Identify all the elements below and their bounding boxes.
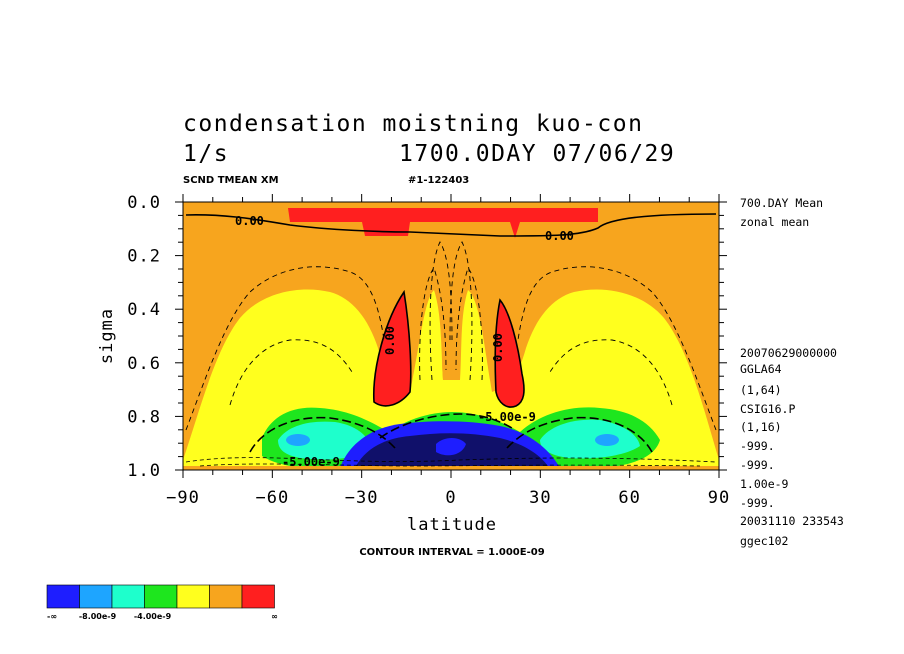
contour-dash-3	[229, 339, 353, 406]
legend-swatch	[209, 584, 243, 609]
legend-swatch	[144, 584, 178, 609]
y-tick-label: 0.2	[127, 247, 161, 267]
side-info-line: CSIG16.P	[740, 402, 795, 416]
y-tick-label: 0.4	[127, 300, 161, 320]
chart-title: condensation moistning kuo-con	[183, 111, 643, 137]
y-tick-label: 1.0	[127, 461, 161, 481]
contour-zero-top	[185, 213, 717, 237]
contour-dash-4	[549, 339, 673, 406]
side-info-line: (1,64)	[740, 383, 782, 397]
side-info-line: -999.	[740, 439, 775, 453]
x-axis-label: latitude	[407, 515, 497, 535]
legend-label: -4.00e-9	[134, 612, 172, 621]
contour-surface-2	[199, 463, 701, 467]
y-tick-label: 0.6	[127, 354, 161, 374]
units-label: 1/s	[183, 141, 229, 167]
legend-swatch	[241, 584, 275, 609]
subheader-left: SCND TMEAN XM	[183, 175, 279, 186]
side-info-line: -999.	[740, 496, 775, 510]
field-blue-spot	[436, 438, 466, 456]
y-tick-label: 0.8	[127, 407, 161, 427]
contour-label-zero-tongue-right: 0.00	[491, 333, 505, 362]
x-tick-label: 30	[529, 488, 551, 508]
color-legend: -∞ -8.00e-9 -4.00e-9 ∞	[46, 584, 278, 621]
contour-label-neg-center: -5.00e-9	[478, 410, 536, 424]
field-orange-center	[442, 291, 460, 380]
contour-red-left	[373, 289, 412, 407]
field-cyan-left	[278, 421, 372, 460]
side-info-line: 20070629000000	[740, 346, 837, 360]
contour-label-zero-left: 0.00	[235, 214, 264, 228]
field-surface-strip	[183, 466, 719, 470]
field-lightblue-left	[286, 434, 310, 446]
field-red-right	[495, 300, 524, 408]
field-cyan-right	[540, 419, 640, 459]
side-info-line: ggec102	[740, 534, 788, 548]
contour-red-right	[494, 298, 525, 408]
legend-swatch	[79, 584, 113, 609]
contour-bold-left	[249, 416, 396, 453]
y-axis: 0.0 0.2 0.4 0.6 0.8 1.0	[127, 193, 727, 481]
side-info-line: 1.00e-9	[740, 477, 789, 491]
x-tick-label: −90	[166, 488, 200, 508]
x-axis: −90 −60 −30 0 30 60 90	[166, 194, 730, 508]
contour-dash-8	[449, 241, 473, 381]
y-tick-label: 0.0	[127, 193, 161, 213]
x-tick-label: 60	[618, 488, 640, 508]
contour-interval-label: CONTOUR INTERVAL = 1.000E-09	[359, 547, 544, 558]
plot-area: 0.00 0.00 0.00 0.00 -5.00e-9 -5.00e-9	[183, 202, 719, 470]
time-label: 1700.0DAY 07/06/29	[399, 141, 675, 167]
field-red-left	[373, 292, 411, 406]
side-info-line: 20031110 233543	[740, 514, 844, 528]
legend-swatch	[111, 584, 145, 609]
contour-label-neg-left: -5.00e-9	[282, 455, 340, 469]
contour-dash-1	[185, 266, 385, 431]
contour-bold-right	[506, 416, 653, 453]
legend-label: -∞	[47, 612, 57, 621]
x-tick-label: −30	[345, 488, 379, 508]
contour-bold-center	[379, 413, 516, 439]
side-info-line: 700.DAY Mean	[740, 196, 823, 210]
contour-dash-2	[517, 266, 717, 431]
contour-lines	[185, 213, 717, 467]
side-info: 700.DAY Mean zonal mean 20070629000000 GGLA…	[740, 196, 844, 548]
legend-label: -8.00e-9	[79, 612, 117, 621]
contour-label-zero-right: 0.00	[545, 229, 574, 243]
legend-swatch	[176, 584, 210, 609]
side-info-line: -999.	[740, 458, 775, 472]
field-lightblue-right	[595, 434, 619, 446]
side-info-line: (1,16)	[740, 420, 782, 434]
x-tick-label: 90	[708, 488, 730, 508]
x-tick-label: 0	[445, 488, 456, 508]
subheader-right: #1-122403	[408, 175, 469, 186]
x-tick-label: −60	[255, 488, 289, 508]
contour-surface-1	[185, 457, 717, 463]
legend-label: ∞	[271, 612, 278, 621]
side-info-line: GGLA64	[740, 362, 782, 376]
legend-swatch	[46, 584, 80, 609]
contour-label-zero-tongue-left: 0.00	[383, 326, 397, 355]
y-axis-label: sigma	[97, 308, 117, 364]
side-info-line: zonal mean	[740, 215, 809, 229]
